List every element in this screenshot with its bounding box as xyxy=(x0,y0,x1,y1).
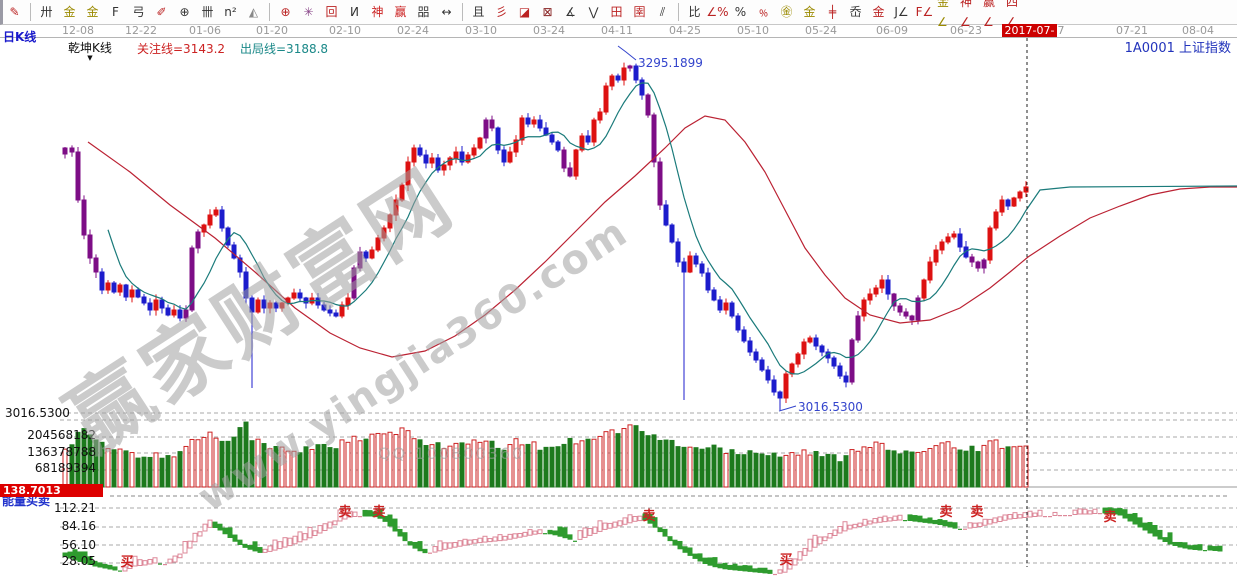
box-chart-tool-icon[interactable]: 且 xyxy=(472,5,485,19)
date-tick-12-22: 12-22 xyxy=(125,24,157,37)
golden-section2-tool-icon[interactable]: 金 xyxy=(86,5,99,19)
date-tick-12-08: 12-08 xyxy=(62,24,94,37)
ying-angle-tool-icon[interactable]: 赢∠ xyxy=(983,0,996,29)
ying-tool-icon[interactable]: 赢 xyxy=(394,5,407,19)
axis-label: 28.05 xyxy=(61,554,96,568)
exit-line-value: 出局线=3188.8 xyxy=(240,42,329,56)
date-tick-05-10: 05-10 xyxy=(737,24,769,37)
date-tick-06-23: 06-23 xyxy=(950,24,982,37)
date-tick-03-24: 03-24 xyxy=(533,24,565,37)
low-price-annotation: 3016.5300 xyxy=(798,400,863,414)
gann-square-tool-icon[interactable]: 回 xyxy=(325,5,338,19)
axis-label: 112.21 xyxy=(54,501,96,515)
sep3 xyxy=(462,3,463,21)
wave-box-tool-icon[interactable]: 岙 xyxy=(849,5,862,19)
percent-line-tool-icon[interactable]: ﹪ xyxy=(757,5,770,19)
spiral-tool-icon[interactable]: 弓 xyxy=(132,5,145,19)
covered-date-tail: 7 xyxy=(1057,24,1065,37)
trend-lines-tool-icon[interactable]: ∡ xyxy=(565,5,576,19)
si-angle-tool-icon[interactable]: 四∠ xyxy=(1006,0,1019,29)
hspan-tool-icon[interactable]: ↔ xyxy=(441,5,452,19)
axis-label: 84.16 xyxy=(61,519,96,533)
period-label-daily-kline[interactable]: 日K线 xyxy=(3,30,37,44)
date-tick-04-11: 04-11 xyxy=(601,24,633,37)
red-pen-tool-icon[interactable]: ✐ xyxy=(156,5,167,19)
date-tick-01-20: 01-20 xyxy=(256,24,288,37)
date-tick-06-09: 06-09 xyxy=(876,24,908,37)
date-axis: 12-08 12-22 01-06 01-20 02-10 02-24 03-10 03-24… xyxy=(0,24,1237,50)
sell-signal: 卖 xyxy=(970,505,984,520)
date-tick-08-04: 08-04 xyxy=(1182,24,1214,37)
gold-circle-tool-icon[interactable]: ㊎ xyxy=(780,5,793,19)
date-tick-02-10: 02-10 xyxy=(329,24,361,37)
cross-square-tool-icon[interactable]: ⊠ xyxy=(542,5,553,19)
gann-circle-tool-icon[interactable]: ⊕ xyxy=(280,5,291,19)
angle-percent-tool-icon[interactable]: ∠% xyxy=(706,5,729,19)
crosshair-date-badge: 2017-07-04 xyxy=(1002,24,1057,50)
sell-signal: 卖 xyxy=(939,505,953,520)
date-tick-07-21: 07-21 xyxy=(1116,24,1148,37)
drawing-toolbar: ✎ 卅金金 F 弓 ✐ ⊕ 卌 n² ◭ ⊕ ✳ 回 И 神赢㗊 ↔ 且彡 ◪ ⊠ ∡ ⋁ 田圉 ⫽ 比 ∠%% ﹪ ㊎金 ╪ 岙金 J… xyxy=(0,0,1237,29)
symbol-name-label: 1A0001 上证指数 xyxy=(1124,41,1231,56)
indicator-name-label: 能量买卖 xyxy=(2,494,51,508)
polyline-tool-icon[interactable]: ⋁ xyxy=(588,5,599,19)
sep1 xyxy=(30,3,31,21)
scale-list-tool-icon[interactable]: 比 xyxy=(688,5,701,19)
f-angle-tool-icon[interactable]: F∠ xyxy=(915,5,934,19)
buy-signal: 买 xyxy=(120,555,134,570)
date-tick-04-25: 04-25 xyxy=(669,24,701,37)
gold-line-tool-icon[interactable]: 金 xyxy=(803,5,816,19)
grid-dots-tool-icon[interactable]: 㗊 xyxy=(417,5,430,19)
red-grid-tool-icon[interactable]: 田 xyxy=(610,5,623,19)
axis-label: 56.10 xyxy=(61,538,96,552)
brush-tool-icon[interactable]: ✎ xyxy=(9,5,20,19)
attention-line-value: 关注线=3143.2 xyxy=(137,42,226,56)
kline-type-label: 乾坤K线 xyxy=(68,41,112,55)
axis-label: 204568182 xyxy=(27,428,96,442)
percent-tool-icon[interactable]: % xyxy=(734,5,747,19)
axis-label: 68189394 xyxy=(34,461,96,475)
indicator-value-badge: 138.7013 xyxy=(0,484,103,497)
fibonacci-tool-icon[interactable]: F xyxy=(112,5,119,19)
gold-underline-tool-icon[interactable]: 金 xyxy=(872,5,885,19)
date-tick-02-24: 02-24 xyxy=(397,24,429,37)
fan-square-tool-icon[interactable]: ◪ xyxy=(518,5,531,19)
vertical-lines-tool-icon[interactable]: 卌 xyxy=(201,5,214,19)
chevron-down-icon: ▼ xyxy=(87,54,93,62)
n-square-tool-icon[interactable]: n² xyxy=(224,5,237,19)
gann-fan-tool-icon[interactable]: ✳ xyxy=(303,5,314,19)
sell-signal: 卖 xyxy=(338,505,352,520)
kline-type-selector[interactable]: 乾坤K线 ▼ xyxy=(68,39,112,62)
ruler-pen-tool-icon[interactable]: ╪ xyxy=(828,5,837,19)
buy-signal: 买 xyxy=(779,553,793,568)
wave-tool-icon[interactable]: И xyxy=(350,5,359,19)
angle-tool-icon[interactable]: ◭ xyxy=(248,5,259,19)
sell-signal: 卖 xyxy=(1103,510,1117,525)
low-level-axis-label: 3016.5300 xyxy=(5,406,70,420)
sell-signal: 卖 xyxy=(642,509,656,524)
axis-label: 136378788 xyxy=(27,445,96,459)
gold-angle-tool-icon[interactable]: 金∠ xyxy=(937,0,950,29)
flag-grid-tool-icon[interactable]: 圉 xyxy=(633,5,646,19)
date-tick-03-10: 03-10 xyxy=(465,24,497,37)
date-tick-05-24: 05-24 xyxy=(805,24,837,37)
sell-signal: 卖 xyxy=(372,505,386,520)
rays-fan-tool-icon[interactable]: 彡 xyxy=(495,5,508,19)
cycle-lines-tool-icon[interactable]: ⊕ xyxy=(179,5,190,19)
j-angle-tool-icon[interactable]: J∠ xyxy=(894,5,909,19)
high-price-annotation: 3295.1899 xyxy=(638,56,703,70)
parallel-lines-tool-icon[interactable]: ⫽ xyxy=(659,5,666,19)
golden-section-tool-icon[interactable]: 金 xyxy=(63,5,76,19)
sep4 xyxy=(678,3,679,21)
date-tick-01-06: 01-06 xyxy=(189,24,221,37)
sep2 xyxy=(269,3,270,21)
shen-angle-tool-icon[interactable]: 神∠ xyxy=(960,0,973,29)
hatch-lines-tool-icon[interactable]: 卅 xyxy=(40,5,53,19)
shen-tool-icon[interactable]: 神 xyxy=(371,5,384,19)
